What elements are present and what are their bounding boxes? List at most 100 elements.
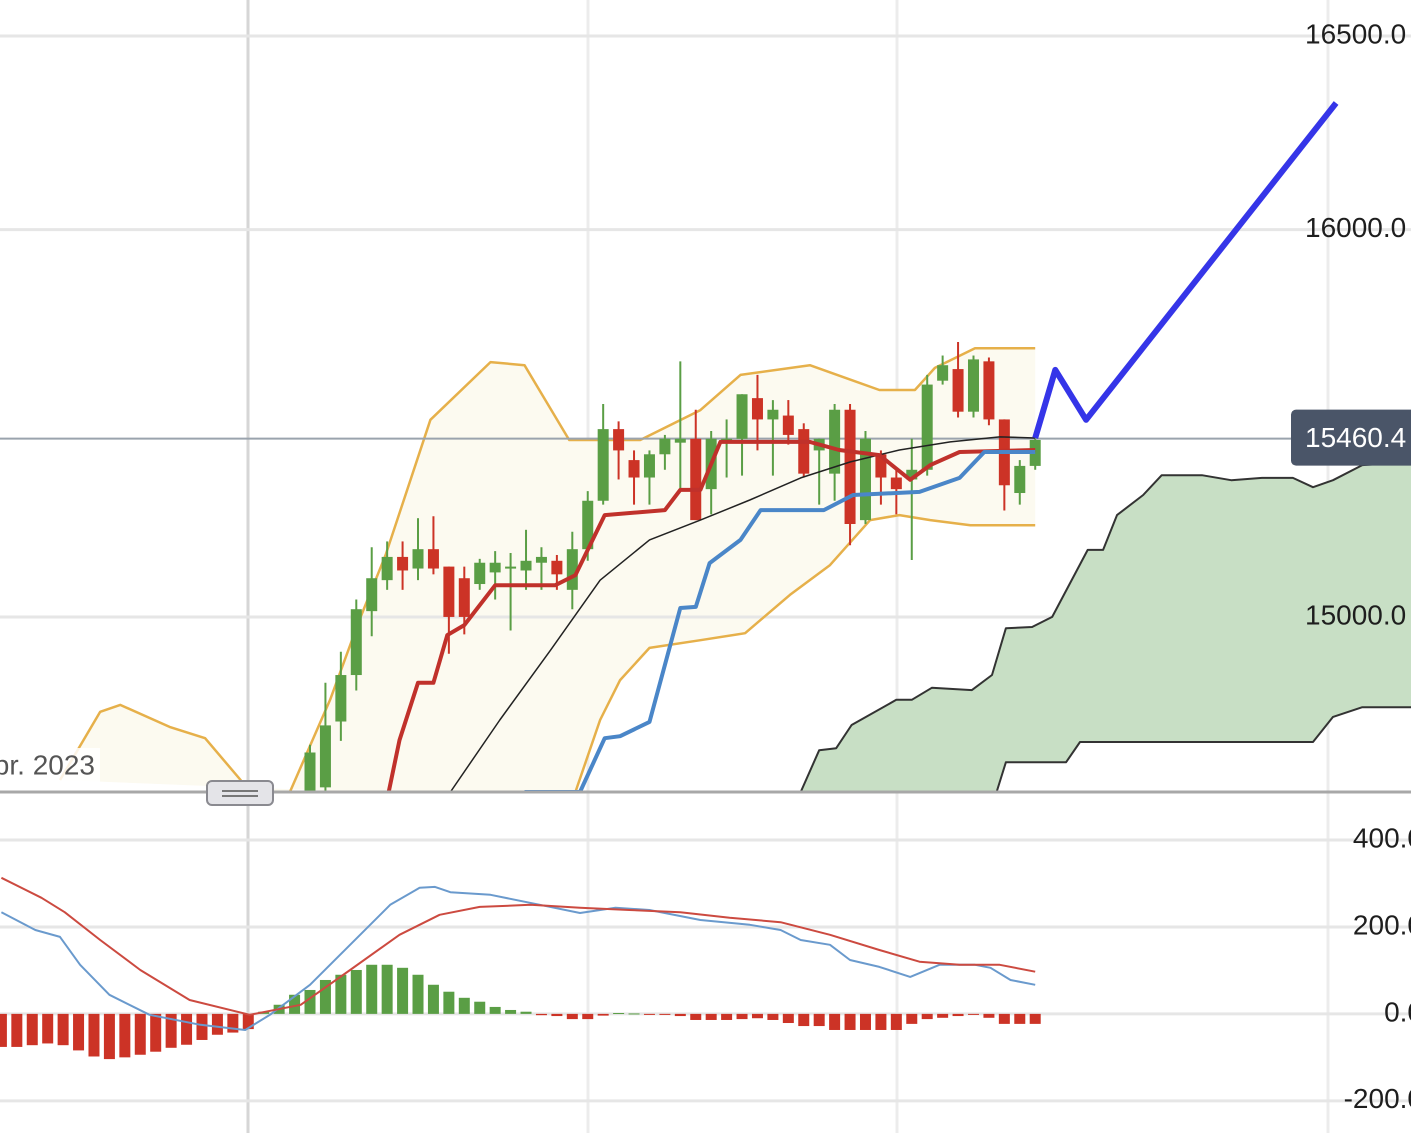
candle-body bbox=[690, 438, 702, 521]
indicator-line bbox=[524, 450, 1036, 792]
candle-body bbox=[844, 409, 856, 524]
candle-body bbox=[829, 409, 841, 474]
histogram-bar bbox=[181, 1013, 193, 1045]
histogram-bar bbox=[366, 964, 378, 1014]
histogram-bar bbox=[597, 1013, 609, 1016]
histogram-bar bbox=[381, 964, 393, 1014]
candle-body bbox=[597, 429, 609, 501]
candle-body bbox=[381, 556, 393, 581]
histogram-bar bbox=[335, 974, 347, 1014]
histogram-bar bbox=[566, 1013, 578, 1020]
candle-body bbox=[659, 438, 671, 455]
histogram-bar bbox=[520, 1011, 532, 1014]
histogram-bar bbox=[952, 1013, 964, 1017]
histogram-bar bbox=[474, 1001, 486, 1014]
histogram-bar bbox=[844, 1013, 856, 1030]
histogram-bar bbox=[103, 1013, 115, 1060]
histogram-bar bbox=[767, 1013, 779, 1020]
histogram-bar bbox=[196, 1013, 208, 1040]
histogram-bar bbox=[751, 1013, 763, 1019]
histogram-bar bbox=[26, 1013, 38, 1046]
histogram-bar bbox=[721, 1013, 733, 1020]
candle-body bbox=[952, 369, 964, 412]
candle-body bbox=[335, 675, 347, 722]
macd-panel bbox=[0, 838, 1411, 1103]
candle-body bbox=[798, 429, 810, 474]
histogram-bar bbox=[998, 1013, 1010, 1024]
histogram-bar bbox=[643, 1013, 655, 1015]
histogram-bar bbox=[350, 969, 362, 1014]
candle-body bbox=[643, 454, 655, 478]
cloud-edge bbox=[995, 706, 1411, 792]
histogram-bar bbox=[11, 1013, 23, 1047]
candle-body bbox=[304, 752, 316, 792]
candle-body bbox=[489, 562, 501, 573]
histogram-bar bbox=[0, 1013, 7, 1047]
histogram-bar bbox=[489, 1006, 501, 1014]
date-label: Apr. 2023 bbox=[0, 749, 95, 780]
candle-body bbox=[859, 438, 871, 521]
price-panel bbox=[0, 34, 1411, 792]
candle-body bbox=[412, 549, 424, 569]
histogram-bar bbox=[798, 1013, 810, 1027]
histogram-bar bbox=[1029, 1013, 1041, 1024]
y-tick-label: 0.0 bbox=[1384, 996, 1411, 1027]
candle-body bbox=[520, 560, 532, 571]
histogram-bar bbox=[551, 1013, 563, 1017]
histogram-bar bbox=[150, 1013, 162, 1052]
histogram-bar bbox=[813, 1013, 825, 1027]
indicator-line bbox=[386, 439, 1036, 792]
candle-body bbox=[582, 500, 594, 550]
cloud-edge bbox=[799, 461, 1411, 792]
y-tick-label: -200.0 bbox=[1344, 1083, 1411, 1114]
histogram-bar bbox=[304, 989, 316, 1014]
y-tick-label: 200.0 bbox=[1353, 909, 1411, 940]
y-tick-label: 400.0 bbox=[1353, 822, 1411, 853]
histogram-bar bbox=[875, 1013, 887, 1030]
candle-body bbox=[782, 415, 794, 435]
histogram-bar bbox=[690, 1013, 702, 1020]
histogram-bar bbox=[134, 1013, 146, 1055]
histogram-bar bbox=[412, 974, 424, 1014]
candle-body bbox=[350, 609, 362, 676]
histogram-bar bbox=[659, 1013, 671, 1015]
candle-body bbox=[443, 566, 455, 617]
histogram-bar bbox=[57, 1013, 69, 1046]
candle-body bbox=[613, 429, 625, 451]
histogram-bar bbox=[736, 1013, 748, 1020]
candle-body bbox=[474, 562, 486, 585]
candle-body bbox=[875, 454, 887, 478]
histogram-bar bbox=[705, 1013, 717, 1020]
histogram-bar bbox=[967, 1013, 979, 1015]
histogram-bar bbox=[535, 1013, 547, 1016]
histogram-bar bbox=[890, 1013, 902, 1030]
histogram-bar bbox=[319, 979, 331, 1014]
histogram-bar bbox=[73, 1013, 85, 1051]
histogram-bar bbox=[937, 1013, 949, 1018]
cloud-fill bbox=[800, 462, 1411, 792]
last-price-tag bbox=[1291, 409, 1411, 466]
histogram-bar bbox=[582, 1013, 594, 1020]
bollinger-band bbox=[572, 513, 1036, 792]
band-fill bbox=[60, 348, 1036, 792]
y-tick-label: 16500.0 bbox=[1305, 18, 1406, 49]
candle-body bbox=[1029, 439, 1041, 466]
candle-body bbox=[921, 384, 933, 470]
histogram-bar bbox=[983, 1013, 995, 1018]
y-tick-label: 15000.0 bbox=[1305, 599, 1406, 630]
candle-body bbox=[427, 549, 439, 569]
candle-body bbox=[551, 560, 563, 575]
candle-body bbox=[751, 398, 763, 420]
candle-body bbox=[736, 394, 748, 439]
candle-body bbox=[967, 359, 979, 412]
histogram-bar bbox=[782, 1013, 794, 1024]
histogram-bar bbox=[1014, 1013, 1026, 1024]
histogram-bar bbox=[397, 967, 409, 1014]
histogram-bar bbox=[289, 994, 301, 1014]
histogram-bar bbox=[165, 1013, 177, 1048]
histogram-bar bbox=[42, 1013, 54, 1044]
resize-handle[interactable] bbox=[206, 780, 274, 806]
histogram-bar bbox=[119, 1013, 131, 1058]
histogram-bar bbox=[921, 1013, 933, 1020]
